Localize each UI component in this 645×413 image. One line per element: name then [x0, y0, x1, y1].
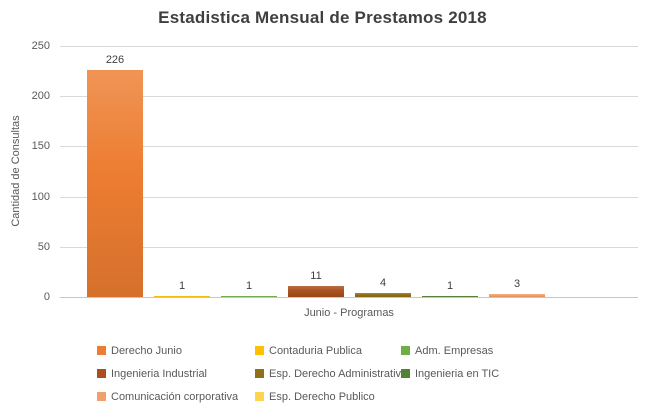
chart-title: Estadistica Mensual de Prestamos 2018 [158, 8, 487, 27]
legend-item-comunicaci-n-corporativa: Comunicación corporativa [97, 391, 255, 403]
bar-value-label: 4 [379, 277, 387, 289]
y-axis-title: Cantidad de Consultas [10, 115, 22, 227]
legend-item-derecho-junio: Derecho Junio [97, 345, 255, 357]
x-axis-line [60, 297, 638, 298]
legend-item-ingenieria-industrial: Ingenieria Industrial [97, 368, 255, 380]
legend-swatch-icon [401, 369, 410, 378]
bar-contaduria-publica [154, 296, 210, 297]
y-tick-label: 50 [37, 241, 50, 253]
bar-value-label: 1 [446, 280, 454, 292]
bar-comunicaci-n-corporativa [489, 294, 545, 297]
gridline [60, 46, 638, 47]
legend-swatch-icon [255, 369, 264, 378]
legend-label: Esp. Derecho Administrativo [269, 367, 408, 380]
bar-ingenieria-en-tic [422, 296, 478, 297]
bar-esp-derecho-administrativo [355, 293, 411, 297]
legend-swatch-icon [401, 346, 410, 355]
y-tick-label: 250 [31, 40, 50, 52]
legend-item-esp-derecho-publico: Esp. Derecho Publico [255, 391, 401, 403]
legend-label: Esp. Derecho Publico [269, 390, 375, 403]
bar-value-label: 226 [105, 54, 125, 66]
x-axis-title: Junio - Programas [304, 307, 394, 319]
legend-label: Ingenieria en TIC [415, 367, 500, 380]
legend-label: Derecho Junio [111, 344, 182, 357]
y-tick-label: 100 [31, 191, 50, 203]
bar-value-label: 11 [310, 270, 322, 282]
legend-label: Ingenieria Industrial [111, 367, 208, 380]
bar-value-label: 1 [245, 280, 253, 292]
y-tick-label: 0 [43, 291, 50, 303]
bar-derecho-junio [87, 70, 143, 297]
legend-swatch-icon [97, 392, 106, 401]
legend-swatch-icon [97, 346, 106, 355]
chart-legend: Derecho Junio Contaduria Publica Adm. Empr… [97, 339, 499, 408]
bar-value-label: 1 [178, 280, 186, 292]
y-tick-label: 200 [31, 90, 50, 102]
legend-label: Contaduria Publica [269, 344, 362, 357]
legend-item-ingenieria-en-tic: Ingenieria en TIC [401, 368, 499, 380]
gridline [60, 247, 638, 248]
gridline [60, 96, 638, 97]
legend-swatch-icon [255, 346, 264, 355]
legend-swatch-icon [255, 392, 264, 401]
legend-label: Comunicación corporativa [111, 390, 239, 403]
bar-adm-empresas [221, 296, 277, 297]
legend-label: Adm. Empresas [415, 344, 494, 357]
bar-ingenieria-industrial [288, 286, 344, 297]
legend-item-adm-empresas: Adm. Empresas [401, 345, 499, 357]
gridline [60, 146, 638, 147]
legend-swatch-icon [97, 369, 106, 378]
y-tick-label: 150 [31, 140, 50, 152]
legend-item-esp-derecho-administrativo: Esp. Derecho Administrativo [255, 368, 407, 380]
legend-item-contaduria-publica: Contaduria Publica [255, 345, 401, 357]
bar-value-label: 3 [513, 278, 521, 290]
gridline [60, 197, 638, 198]
